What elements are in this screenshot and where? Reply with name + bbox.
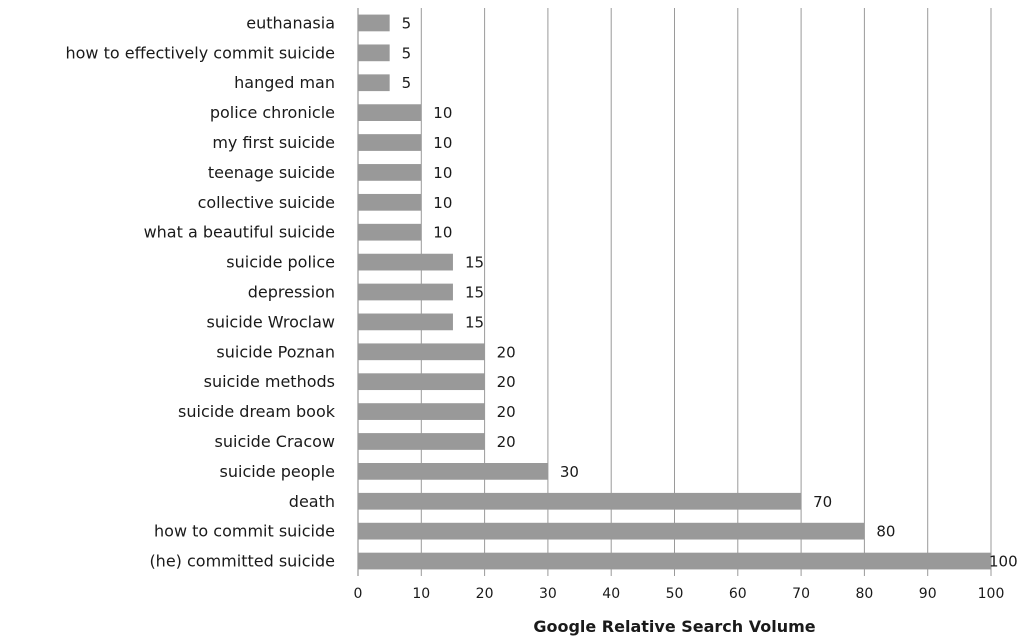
x-tick-label: 100 [978,586,1005,602]
x-tick-label: 50 [666,586,684,602]
category-label: collective suicide [198,193,335,212]
bar [358,104,422,122]
bar [358,283,453,301]
data-labels: 5 5 5 10 10 10 10 10 15 15 15 20 20 20 20 30 70 80 100 [402,14,1018,570]
data-label: 20 [497,343,516,361]
bar [358,313,453,331]
x-tick-label: 80 [855,586,873,602]
category-label: suicide dream book [178,402,336,421]
data-label: 15 [465,254,484,272]
category-label: suicide Poznan [216,342,335,361]
x-tick-label: 90 [919,586,937,602]
category-label: euthanasia [246,13,335,32]
data-label: 5 [402,44,412,62]
bar [358,44,390,62]
x-tick-label: 60 [729,586,747,602]
x-tick-labels: 0 10 20 30 40 50 60 70 80 90 100 [354,586,1005,602]
category-label: death [289,492,335,511]
x-tick-label: 30 [539,586,557,602]
bar [358,433,485,450]
bar [358,193,422,211]
bar [358,462,548,480]
bar [358,134,422,151]
data-label: 15 [465,313,484,331]
category-label: suicide Cracow [215,432,335,451]
x-tick-label: 40 [602,586,620,602]
data-label: 5 [402,14,412,32]
data-label: 10 [433,104,452,122]
category-label: (he) committed suicide [149,552,335,571]
bar [358,223,422,241]
data-label: 20 [497,373,516,391]
category-label: suicide methods [204,372,335,391]
x-tick-label: 70 [792,586,810,602]
bars [358,14,991,570]
bar [358,403,485,420]
bar [358,492,802,510]
data-label: 10 [433,224,452,242]
data-label: 30 [560,463,579,481]
data-label: 5 [402,74,412,92]
category-label: suicide Wroclaw [207,312,336,331]
data-label: 10 [433,134,452,152]
data-label: 10 [433,164,452,182]
bar [358,522,865,540]
data-label: 100 [989,553,1018,571]
category-label: what a beautiful suicide [144,223,335,242]
x-tick-label: 10 [412,586,430,602]
category-label: depression [248,283,335,302]
bar [358,74,390,92]
gridlines [357,8,992,576]
data-label: 80 [876,523,895,541]
category-labels: euthanasia how to effectively commit suic… [65,13,335,570]
category-label: how to commit suicide [154,522,335,541]
data-label: 10 [433,194,452,212]
category-label: police chronicle [210,103,335,122]
x-axis-title: Google Relative Search Volume [533,617,815,636]
bar [358,14,390,32]
bar [358,373,485,391]
data-label: 20 [497,403,516,421]
category-label: suicide police [226,253,335,272]
bar [358,164,422,181]
data-label: 70 [813,493,832,511]
category-label: teenage suicide [208,163,335,182]
category-label: my first suicide [212,133,335,152]
bar [358,253,453,271]
data-label: 20 [497,433,516,451]
data-label: 15 [465,284,484,302]
bar [358,343,485,361]
category-label: how to effectively commit suicide [65,43,335,62]
x-tick-label: 20 [476,586,494,602]
category-label: hanged man [234,73,335,92]
category-label: suicide people [220,462,335,481]
x-tick-label: 0 [354,586,363,602]
bar [358,552,991,570]
